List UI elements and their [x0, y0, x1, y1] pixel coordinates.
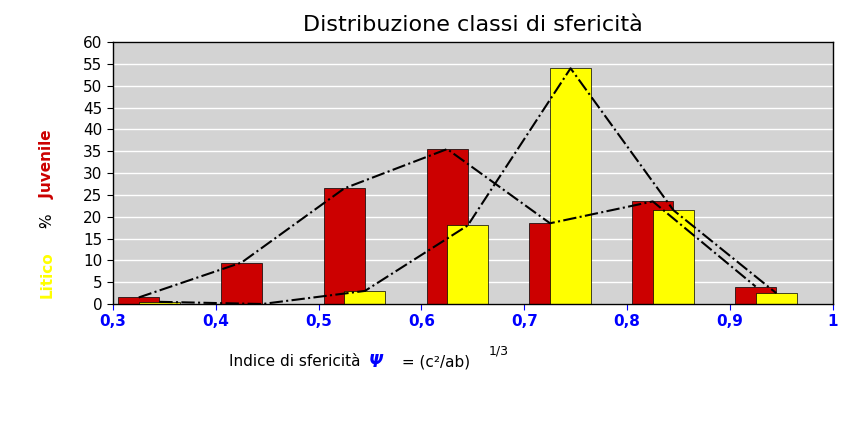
Bar — [734, 287, 775, 304]
Bar — [755, 293, 796, 304]
Text: Litico: Litico — [39, 251, 55, 298]
Bar — [139, 302, 180, 304]
Text: 1/3: 1/3 — [488, 345, 508, 357]
Text: %: % — [39, 213, 55, 228]
Bar — [118, 298, 159, 304]
Title: Distribuzione classi di sfericità: Distribuzione classi di sfericità — [302, 15, 642, 35]
Bar — [652, 210, 694, 304]
Text: = (c²/ab): = (c²/ab) — [397, 354, 470, 369]
Text: Juvenile: Juvenile — [39, 130, 55, 203]
Bar — [550, 68, 590, 304]
Text: Ψ: Ψ — [368, 353, 383, 371]
Bar — [344, 291, 385, 304]
Bar — [221, 263, 262, 304]
Bar — [426, 149, 467, 304]
Bar — [446, 225, 487, 304]
Text: -: - — [39, 218, 55, 232]
Text: Indice di sfericità: Indice di sfericità — [228, 354, 365, 369]
Bar — [529, 223, 570, 304]
Bar — [324, 188, 365, 304]
Bar — [631, 201, 672, 304]
